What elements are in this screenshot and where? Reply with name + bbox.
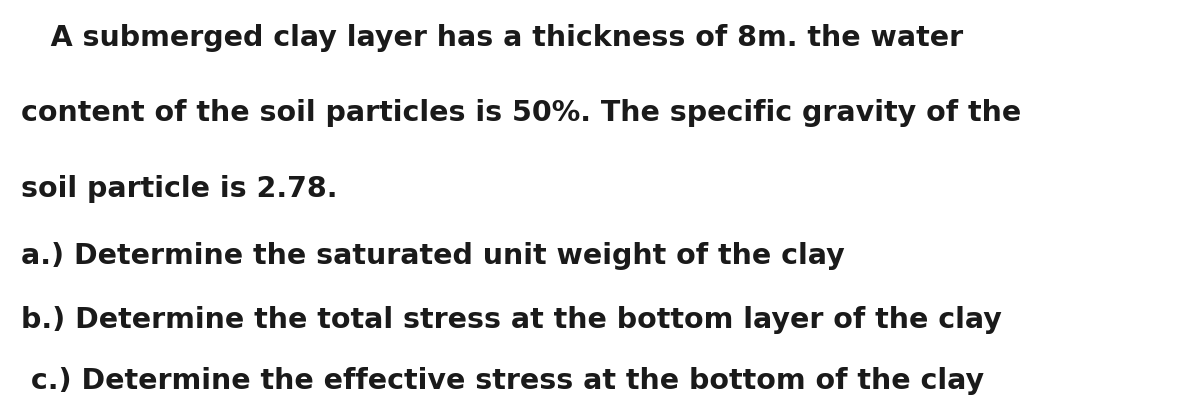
Text: b.) Determine the total stress at the bottom layer of the clay: b.) Determine the total stress at the bo… <box>21 306 1003 334</box>
Text: soil particle is 2.78.: soil particle is 2.78. <box>21 175 338 203</box>
Text: content of the soil particles is 50%. The specific gravity of the: content of the soil particles is 50%. Th… <box>21 99 1022 127</box>
Text: c.) Determine the effective stress at the bottom of the clay: c.) Determine the effective stress at th… <box>21 367 985 395</box>
Text: A submerged clay layer has a thickness of 8m. the water: A submerged clay layer has a thickness o… <box>21 24 964 52</box>
Text: a.) Determine the saturated unit weight of the clay: a.) Determine the saturated unit weight … <box>21 242 846 270</box>
